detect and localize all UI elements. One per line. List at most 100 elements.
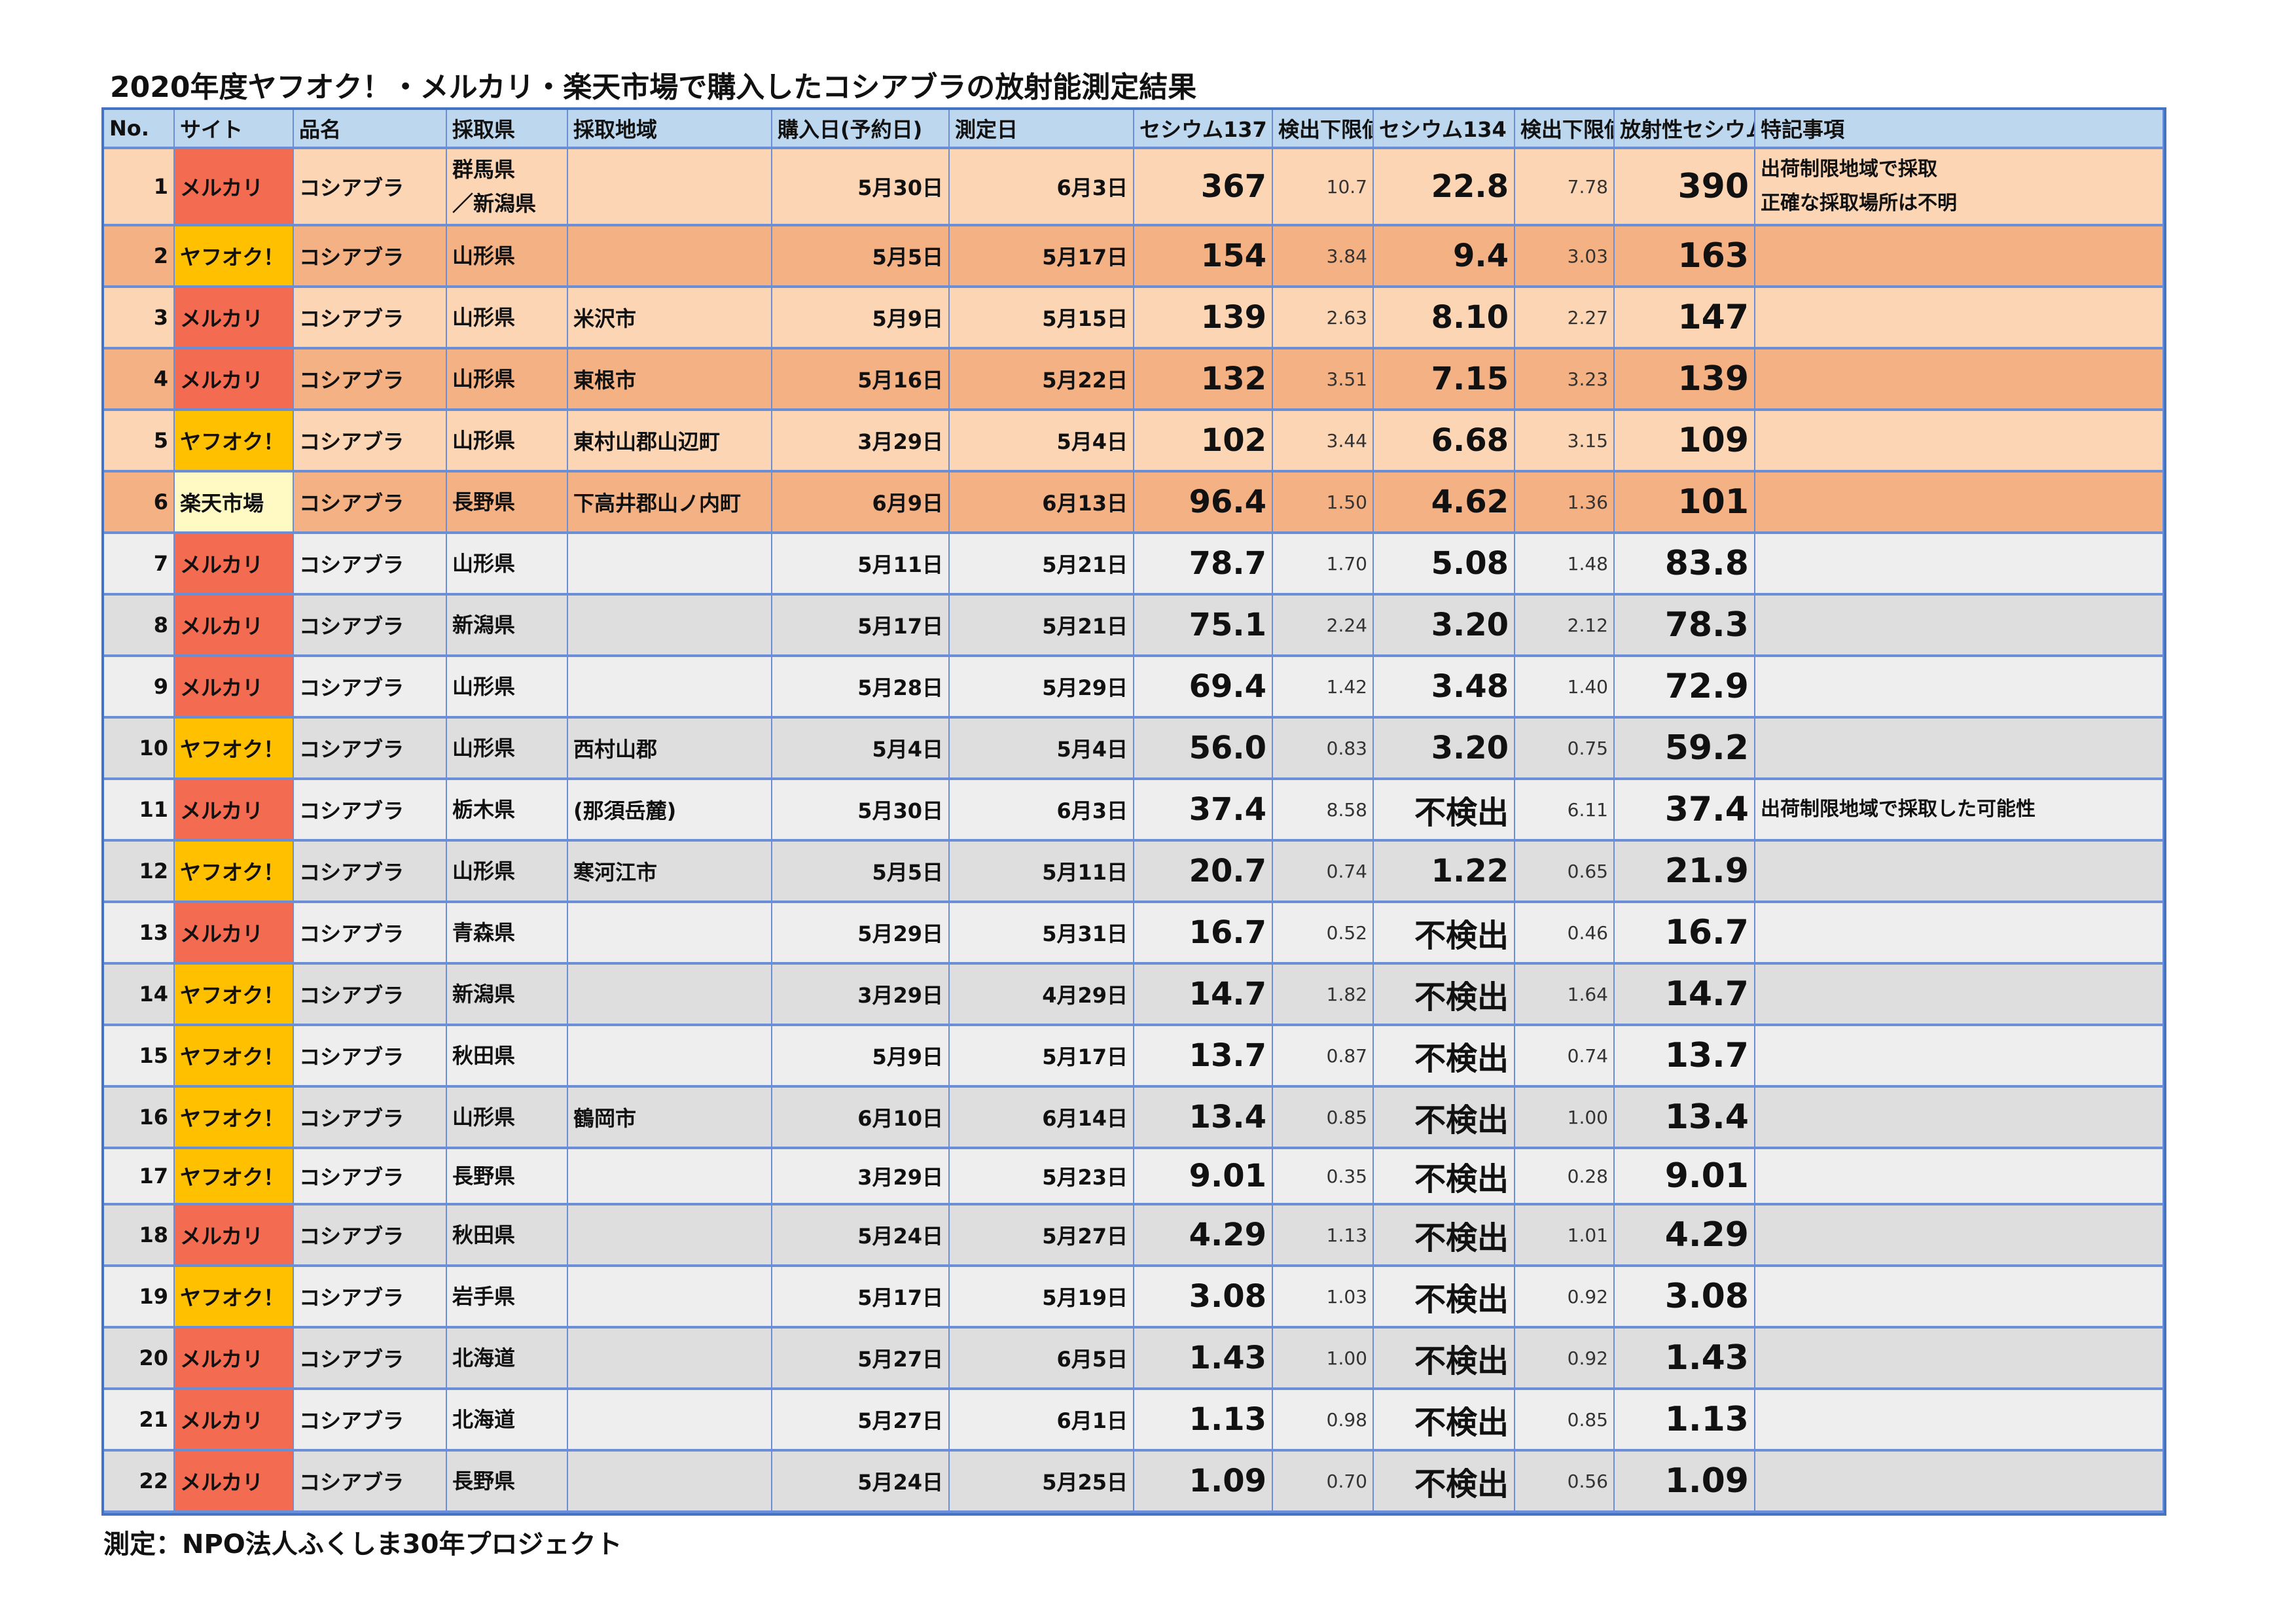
- total-cesium: 1.43: [1615, 1329, 1755, 1390]
- note: [1755, 1329, 2164, 1390]
- item-name: コシアブラ: [294, 1149, 447, 1205]
- measure-date: 5月22日: [950, 349, 1134, 411]
- item-name: コシアブラ: [294, 903, 447, 965]
- cs137-value: 102: [1134, 411, 1273, 473]
- item-name: コシアブラ: [294, 1452, 447, 1513]
- note: [1755, 473, 2164, 534]
- row-no: 4: [104, 349, 175, 411]
- note-line1: 出荷制限地域で採取: [1761, 158, 1937, 181]
- cs134-value: 3.20: [1374, 596, 1515, 657]
- cs134-value: 4.62: [1374, 473, 1515, 534]
- header-purchase-date: 購入日(予約日): [772, 110, 950, 149]
- table-row: 16 ヤフオク！ コシアブラ 山形県 鶴岡市 6月10日 6月14日 13.4 0.85 不検出 1…: [104, 1088, 2164, 1149]
- site-cell: メルカリ: [175, 349, 294, 411]
- note: [1755, 1026, 2164, 1088]
- cs134-value: 不検出: [1374, 1267, 1515, 1329]
- area: [568, 1026, 772, 1088]
- table-row: 10 ヤフオク！ コシアブラ 山形県 西村山郡 5月4日 5月4日 56.0 0.83 3.20 0…: [104, 719, 2164, 780]
- prefecture: 秋田県: [447, 1026, 568, 1088]
- total-cesium: 109: [1615, 411, 1755, 473]
- purchase-date: 5月11日: [772, 534, 950, 596]
- site-cell: メルカリ: [175, 1205, 294, 1267]
- row-no: 13: [104, 903, 175, 965]
- table-row: 15 ヤフオク！ コシアブラ 秋田県 5月9日 5月17日 13.7 0.87 不検出 0.74 1…: [104, 1026, 2164, 1088]
- measure-date: 5月25日: [950, 1452, 1134, 1513]
- site-cell: メルカリ: [175, 903, 294, 965]
- table-row: 5 ヤフオク！ コシアブラ 山形県 東村山郡山辺町 3月29日 5月4日 102 3.44 6.6…: [104, 411, 2164, 473]
- header-cs137: セシウム137: [1134, 110, 1273, 149]
- row-no: 15: [104, 1026, 175, 1088]
- prefecture: 山形県: [447, 411, 568, 473]
- cs137-limit: 10.7: [1273, 149, 1374, 226]
- prefecture: 山形県: [447, 349, 568, 411]
- site-cell: メルカリ: [175, 596, 294, 657]
- measure-date: 6月3日: [950, 780, 1134, 842]
- table-row: 18 メルカリ コシアブラ 秋田県 5月24日 5月27日 4.29 1.13 不検出 1.01 4…: [104, 1205, 2164, 1267]
- measure-date: 6月3日: [950, 149, 1134, 226]
- table-row: 13 メルカリ コシアブラ 青森県 5月29日 5月31日 16.7 0.52 不検出 0.46 1…: [104, 903, 2164, 965]
- cs134-value: 不検出: [1374, 1390, 1515, 1452]
- measure-date: 6月14日: [950, 1088, 1134, 1149]
- prefecture: 長野県: [447, 473, 568, 534]
- cs134-value: 6.68: [1374, 411, 1515, 473]
- cs134-limit: 3.15: [1515, 411, 1615, 473]
- row-no: 19: [104, 1267, 175, 1329]
- prefecture: 山形県: [447, 719, 568, 780]
- purchase-date: 5月29日: [772, 903, 950, 965]
- note: [1755, 349, 2164, 411]
- table-row: 17 ヤフオク！ コシアブラ 長野県 3月29日 5月23日 9.01 0.35 不検出 0.28…: [104, 1149, 2164, 1205]
- total-cesium: 13.4: [1615, 1088, 1755, 1149]
- note: [1755, 719, 2164, 780]
- purchase-date: 5月9日: [772, 288, 950, 349]
- row-no: 22: [104, 1452, 175, 1513]
- cs134-limit: 1.48: [1515, 534, 1615, 596]
- site-cell: ヤフオク！: [175, 965, 294, 1026]
- table-row: 2 ヤフオク！ コシアブラ 山形県 5月5日 5月17日 154 3.84 9.4 3.03 163: [104, 226, 2164, 288]
- total-cesium: 83.8: [1615, 534, 1755, 596]
- header-area: 採取地域: [568, 110, 772, 149]
- cs137-limit: 1.50: [1273, 473, 1374, 534]
- note: [1755, 1149, 2164, 1205]
- area: [568, 1329, 772, 1390]
- note: [1755, 411, 2164, 473]
- prefecture: 秋田県: [447, 1205, 568, 1267]
- purchase-date: 3月29日: [772, 411, 950, 473]
- site-cell: メルカリ: [175, 288, 294, 349]
- cs137-limit: 0.74: [1273, 842, 1374, 903]
- total-cesium: 9.01: [1615, 1149, 1755, 1205]
- item-name: コシアブラ: [294, 1205, 447, 1267]
- cs137-value: 96.4: [1134, 473, 1273, 534]
- cs137-value: 75.1: [1134, 596, 1273, 657]
- cs137-limit: 3.44: [1273, 411, 1374, 473]
- purchase-date: 6月10日: [772, 1088, 950, 1149]
- note: [1755, 1088, 2164, 1149]
- area: 東根市: [568, 349, 772, 411]
- cs137-limit: 0.83: [1273, 719, 1374, 780]
- measure-date: 5月17日: [950, 1026, 1134, 1088]
- header-cs134: セシウム134: [1374, 110, 1515, 149]
- item-name: コシアブラ: [294, 965, 447, 1026]
- item-name: コシアブラ: [294, 226, 447, 288]
- cs137-limit: 0.52: [1273, 903, 1374, 965]
- cs137-limit: 0.70: [1273, 1452, 1374, 1513]
- note: [1755, 842, 2164, 903]
- total-cesium: 14.7: [1615, 965, 1755, 1026]
- row-no: 1: [104, 149, 175, 226]
- cs134-limit: 7.78: [1515, 149, 1615, 226]
- site-cell: ヤフオク！: [175, 842, 294, 903]
- site-cell: ヤフオク！: [175, 1026, 294, 1088]
- row-no: 17: [104, 1149, 175, 1205]
- cs134-limit: 0.46: [1515, 903, 1615, 965]
- note: [1755, 657, 2164, 719]
- total-cesium: 37.4: [1615, 780, 1755, 842]
- area: [568, 1149, 772, 1205]
- header-pref: 採取県: [447, 110, 568, 149]
- cs134-value: 不検出: [1374, 965, 1515, 1026]
- total-cesium: 390: [1615, 149, 1755, 226]
- cs134-value: 22.8: [1374, 149, 1515, 226]
- purchase-date: 5月9日: [772, 1026, 950, 1088]
- purchase-date: 3月29日: [772, 1149, 950, 1205]
- site-cell: メルカリ: [175, 149, 294, 226]
- cs137-value: 56.0: [1134, 719, 1273, 780]
- cs137-value: 154: [1134, 226, 1273, 288]
